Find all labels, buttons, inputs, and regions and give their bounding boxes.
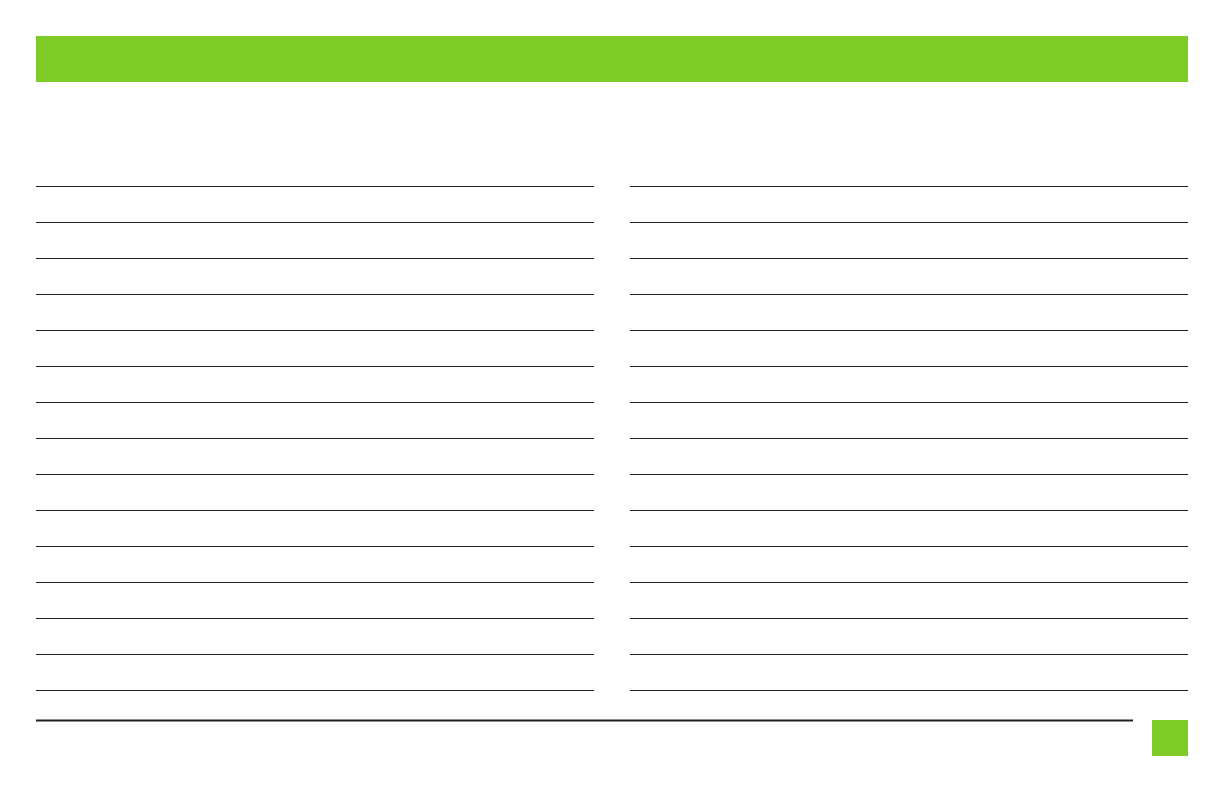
header-bar	[36, 36, 1188, 82]
ruled-lines	[36, 186, 1188, 691]
page-marker	[1152, 720, 1188, 756]
